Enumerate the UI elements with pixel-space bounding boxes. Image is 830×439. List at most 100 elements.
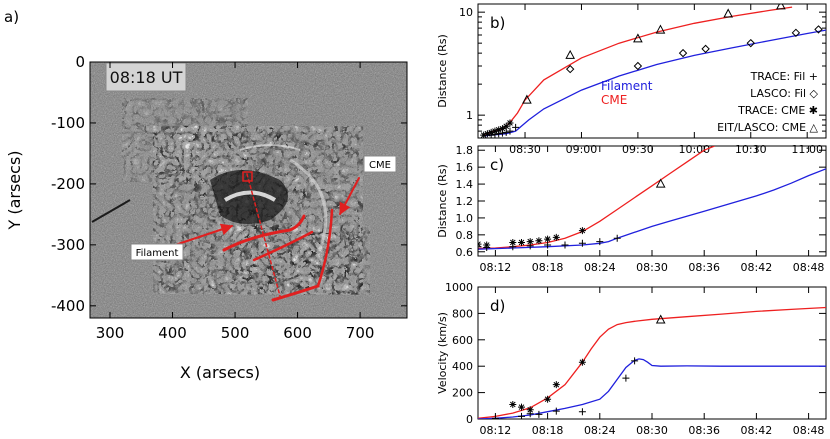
xtick-label: 08:36 — [688, 424, 720, 437]
xtick-label: 08:42 — [741, 424, 773, 437]
cme-arrow — [339, 177, 360, 216]
xtick-label: 09:00 — [566, 143, 598, 156]
ytick-label: 800 — [452, 307, 473, 320]
legend-entry: LASCO: Fil ◇ — [750, 87, 818, 100]
marker-trace-cme — [509, 400, 517, 408]
marker-lasco-cme — [776, 4, 786, 10]
marker-trace-fil — [578, 239, 586, 247]
legend-entry: TRACE: CME ✱ — [737, 104, 818, 117]
panel-a-label: a) — [4, 8, 19, 26]
marker-trace-fil — [578, 408, 586, 416]
ytick-label: 1.6 — [456, 161, 474, 174]
ytick-label: 1.0 — [456, 212, 474, 225]
ytick-label: 1000 — [445, 281, 473, 294]
xtick-label: 08:48 — [793, 261, 825, 274]
marker-lasco-cme — [723, 8, 734, 18]
marker-trace-fil — [491, 414, 499, 419]
marker-trace-cme — [552, 381, 560, 389]
xtick-label: 08:36 — [688, 261, 720, 274]
panel-c-label: c) — [490, 156, 504, 174]
marker-trace-fil — [502, 128, 510, 136]
xtick-label: 08:24 — [584, 261, 616, 274]
ytick-label: 1 — [466, 109, 473, 122]
panel-d-ylabel: Velocity (km/s) — [436, 312, 449, 394]
xtick-label: 08:30 — [509, 143, 541, 156]
solar-image — [90, 62, 407, 318]
marker-trace-cme — [498, 125, 506, 133]
panel-a-ytick-label: 0 — [75, 53, 85, 71]
marker-trace-fil — [552, 407, 560, 415]
panel-a-xtick-label: 300 — [96, 324, 125, 342]
marker-trace-fil — [535, 410, 543, 418]
marker-trace-cme — [578, 358, 586, 366]
marker-trace-cme — [495, 126, 503, 134]
panel-b-frame — [477, 3, 827, 139]
marker-trace-cme — [509, 238, 517, 246]
dashed-guide — [246, 173, 281, 297]
series-group — [478, 306, 826, 419]
marker-trace-fil — [518, 412, 525, 419]
xtick-label: 08:12 — [480, 261, 512, 274]
marker-trace-cme — [578, 227, 586, 235]
marker-lasco-cme — [522, 94, 532, 104]
panel-a: a) 08:18 UT — [4, 8, 408, 382]
marker-trace-cme — [487, 128, 495, 136]
xtick-label: 10:30 — [735, 143, 767, 156]
marker-lasco-fil — [791, 28, 801, 38]
marker-trace-fil — [512, 123, 520, 131]
filament-annotation-box — [130, 243, 184, 261]
xtick-label: 08:18 — [532, 424, 564, 437]
panel-b-label: b) — [490, 14, 505, 32]
marker-trace-fil — [506, 127, 514, 135]
panel-a-ylabel: Y (arsecs) — [5, 150, 24, 230]
marker-trace-cme — [518, 403, 525, 411]
panel-b-ylabel: Distance (Rs) — [436, 34, 449, 108]
inline-label-filament: Filament — [601, 79, 653, 93]
cme-front-curve — [316, 208, 334, 288]
marker-trace-fil — [622, 374, 630, 382]
marker-trace-cme — [502, 122, 510, 130]
panel-d-label: d) — [490, 297, 505, 315]
marker-trace-cme — [535, 237, 543, 245]
marker-trace-fil — [631, 357, 639, 365]
ytick-label: 1.4 — [456, 178, 474, 191]
xtick-label: 08:30 — [636, 424, 668, 437]
panel-a-ytick-label: -300 — [51, 236, 85, 254]
xtick-label: 08:48 — [793, 424, 825, 437]
marker-lasco-fil — [746, 38, 755, 48]
marker-trace-cme — [552, 233, 560, 241]
ytick-label: 400 — [452, 360, 473, 373]
panel-a-xtick-label: 600 — [283, 324, 312, 342]
marker-group — [491, 314, 666, 419]
panel-d: 08:12 08:18 08:24 08:30 08:36 08:42 08:48 0 200 4… — [436, 281, 827, 439]
xtick-label: 08:12 — [480, 424, 512, 437]
red-annotations — [171, 171, 360, 302]
marker-lasco-cme — [655, 24, 666, 34]
marker-trace-cme — [483, 130, 491, 138]
filament-annotation: Filament — [136, 248, 179, 259]
marker-trace-cme — [544, 235, 552, 243]
marker-lasco-cme — [565, 49, 576, 59]
xtick-label: 08:30 — [636, 261, 668, 274]
marker-lasco-cme — [633, 33, 643, 43]
time-series-plots: 08:30 09:00 09:30 10:00 10:30 11:00110b)Dista… — [436, 3, 827, 439]
marker-trace-cme — [526, 406, 534, 414]
time-box-label: 08:18 UT — [110, 68, 183, 87]
legend-entry: TRACE: Fil + — [750, 70, 818, 83]
panel-a-ytick-label: -100 — [51, 114, 85, 132]
marker-trace-cme — [491, 127, 499, 135]
panel-a-axes: 300 400 500 600 700 0 -100 -200 -300 -400 — [51, 53, 407, 342]
cme-bottom-curve — [271, 284, 320, 302]
marker-group — [478, 178, 666, 252]
ytick-label: 10 — [459, 6, 473, 19]
marker-lasco-fil — [701, 44, 710, 54]
series-line-cme — [478, 146, 715, 250]
cme-annotation: CME — [369, 160, 391, 171]
ytick-label: 0 — [466, 413, 473, 426]
panel-a-xlabel: X (arsecs) — [180, 363, 260, 382]
marker-trace-cme — [544, 395, 552, 403]
ytick-label: 200 — [452, 387, 473, 400]
panel-b: 08:30 09:00 09:30 10:00 10:30 11:00110b)Dista… — [436, 3, 827, 156]
marker-trace-cme — [506, 119, 514, 127]
